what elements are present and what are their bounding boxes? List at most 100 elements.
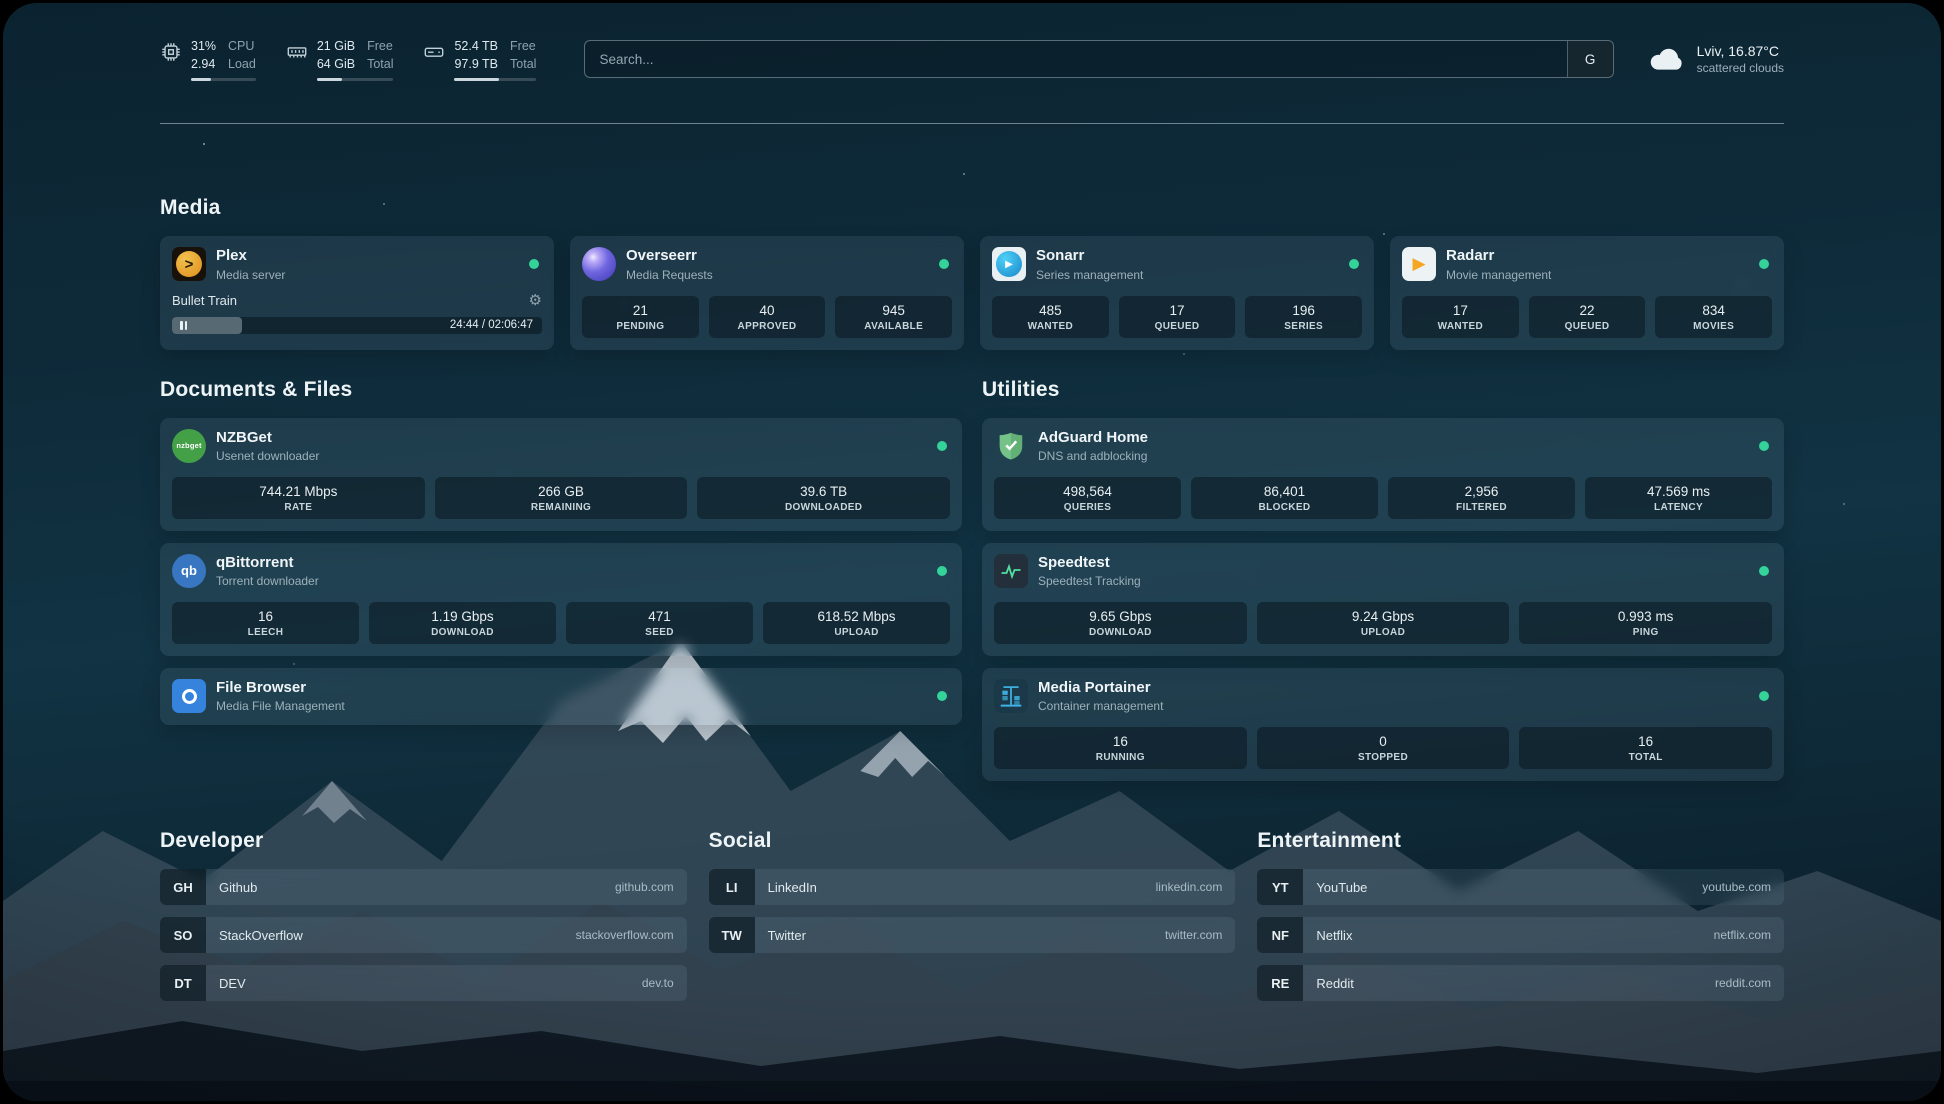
bookmark-name: Github (219, 879, 258, 895)
status-dot (1759, 440, 1769, 451)
bookmark-name: DEV (219, 975, 246, 991)
bookmark-dev[interactable]: DT DEV dev.to (160, 965, 687, 1002)
gear-icon[interactable]: ⚙ (528, 291, 542, 309)
playback-progress-fill (172, 316, 243, 334)
service-card-qbittorrent[interactable]: qb qBittorrent Torrent downloader 16 LEE… (160, 542, 962, 656)
bookmark-group-developer: Developer GH Github github.com SO StackO… (160, 829, 687, 1002)
stat-queued: 22 QUEUED (1528, 295, 1646, 338)
bookmark-stackoverflow[interactable]: SO StackOverflow stackoverflow.com (160, 917, 687, 954)
disk-label-bottom: Total (510, 57, 537, 72)
service-card-portainer[interactable]: Media Portainer Container management 16 … (982, 668, 1784, 782)
service-subtitle: Media Requests (626, 267, 713, 282)
stat-running: 16 RUNNING (994, 727, 1247, 770)
bookmark-abbr: LI (708, 869, 755, 906)
weather-condition: scattered clouds (1696, 61, 1784, 76)
section-title-documents: Documents & Files (160, 377, 353, 401)
memory-label-bottom: Total (367, 57, 394, 72)
service-card-filebrowser[interactable]: File Browser Media File Management (160, 668, 962, 726)
service-card-overseerr[interactable]: Overseerr Media Requests 21 PENDING 40 A… (570, 236, 964, 350)
bookmark-abbr: SO (160, 917, 206, 954)
service-name: AdGuard Home (1038, 428, 1149, 446)
section-title-social: Social (708, 829, 772, 853)
section-title-entertainment: Entertainment (1257, 829, 1402, 853)
filebrowser-icon (172, 679, 206, 714)
section-title-media: Media (160, 196, 221, 220)
service-card-adguard[interactable]: AdGuard Home DNS and adblocking 498,564 … (982, 417, 1784, 531)
bookmark-group-social: Social LI LinkedIn linkedin.com TW Twitt… (708, 829, 1236, 1001)
background-stars (203, 143, 205, 145)
stat-latency: 47.569 ms LATENCY (1585, 476, 1772, 519)
status-dot (1759, 259, 1769, 270)
status-dot (937, 565, 947, 576)
stat-pending: 21 PENDING (582, 295, 699, 338)
bookmark-name: LinkedIn (767, 879, 817, 895)
service-card-radarr[interactable]: ▶ Radarr Movie management 17 WANTED (1390, 236, 1784, 350)
stat-queries: 498,564 QUERIES (994, 476, 1181, 519)
stat-seed: 471 SEED (566, 602, 753, 644)
stat-remaining: 266 GB REMAINING (434, 476, 688, 519)
stat-approved: 40 APPROVED (708, 295, 826, 338)
speedtest-icon (994, 553, 1028, 588)
bookmark-abbr: RE (1257, 965, 1304, 1002)
service-name: Sonarr (1036, 247, 1085, 265)
service-name: qBittorrent (216, 553, 294, 571)
now-playing-title: Bullet Train (172, 292, 238, 308)
service-card-speedtest[interactable]: Speedtest Speedtest Tracking 9.65 Gbps D… (982, 542, 1784, 656)
stat-blocked: 86,401 BLOCKED (1191, 476, 1378, 519)
weather-location: Lviv, 16.87°C (1696, 43, 1779, 60)
disk-widget: 52.4 TB 97.9 TB Free Total (423, 37, 537, 82)
bookmark-abbr: TW (708, 917, 755, 954)
search-provider-button[interactable]: G (1566, 41, 1613, 78)
service-name: NZBGet (216, 428, 272, 446)
cpu-label-bottom: Load (228, 57, 256, 72)
service-subtitle: Speedtest Tracking (1038, 574, 1141, 588)
stat-leech: 16 LEECH (172, 602, 359, 644)
disk-free: 52.4 TB (454, 39, 499, 53)
cpu-label-top: CPU (228, 39, 255, 53)
bookmark-linkedin[interactable]: LI LinkedIn linkedin.com (708, 869, 1236, 906)
stat-upload: 618.52 Mbps UPLOAD (763, 602, 950, 644)
bookmark-domain: youtube.com (1702, 880, 1771, 895)
section-title-developer: Developer (160, 829, 264, 853)
bookmark-twitter[interactable]: TW Twitter twitter.com (708, 917, 1236, 954)
service-subtitle: Container management (1038, 699, 1164, 714)
stat-total: 16 TOTAL (1519, 727, 1773, 770)
service-name: File Browser (216, 679, 307, 696)
search-bar: G (584, 40, 1614, 79)
service-card-plex[interactable]: > Plex Media server Bullet Train ⚙ (160, 236, 554, 350)
stat-rate: 744.21 Mbps RATE (172, 476, 425, 519)
service-subtitle: Series management (1036, 267, 1144, 282)
overseerr-icon (582, 247, 616, 282)
bookmark-name: YouTube (1316, 879, 1368, 895)
portainer-icon (994, 679, 1028, 714)
adguard-icon (994, 429, 1028, 463)
service-name: Overseerr (626, 247, 697, 265)
memory-label-top: Free (367, 39, 393, 53)
bookmark-name: StackOverflow (219, 927, 303, 943)
bookmark-netflix[interactable]: NF Netflix netflix.com (1257, 917, 1784, 954)
playback-progress-bar: 24:44 / 02:06:47 (172, 316, 542, 334)
radarr-icon: ▶ (1402, 247, 1436, 282)
stat-download: 9.65 Gbps DOWNLOAD (994, 602, 1247, 644)
stat-download: 1.19 Gbps DOWNLOAD (369, 602, 556, 644)
nzbget-icon: nzbget (172, 428, 206, 463)
stat-upload: 9.24 Gbps UPLOAD (1256, 602, 1510, 644)
cloud-icon (1648, 42, 1686, 77)
service-card-nzbget[interactable]: nzbget NZBGet Usenet downloader 744.21 M… (160, 417, 962, 531)
memory-free: 21 GiB (316, 39, 356, 53)
search-input[interactable] (585, 41, 1567, 78)
status-dot (937, 440, 947, 451)
service-name: Speedtest (1038, 553, 1110, 571)
bookmark-abbr: DT (160, 965, 206, 1002)
section-title-utilities: Utilities (982, 377, 1060, 401)
topbar-divider (160, 123, 1784, 125)
bookmark-reddit[interactable]: RE Reddit reddit.com (1257, 965, 1784, 1002)
stat-downloaded: 39.6 TB DOWNLOADED (697, 476, 951, 519)
stat-filtered: 2,956 FILTERED (1388, 476, 1575, 519)
bookmark-domain: reddit.com (1714, 976, 1771, 991)
bookmark-youtube[interactable]: YT YouTube youtube.com (1257, 869, 1784, 906)
playback-time: 24:44 / 02:06:47 (449, 318, 533, 331)
service-name: Plex (216, 247, 247, 265)
service-card-sonarr[interactable]: ▶ Sonarr Series management 485 WANTED (980, 236, 1374, 350)
bookmark-github[interactable]: GH Github github.com (160, 869, 687, 906)
